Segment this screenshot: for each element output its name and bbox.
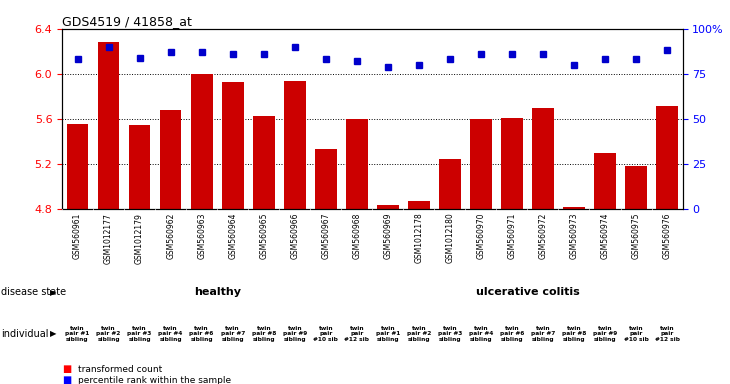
Text: ■: ■ — [62, 364, 72, 374]
Text: ulcerative colitis: ulcerative colitis — [475, 287, 580, 297]
Text: twin
pair #9
sibling: twin pair #9 sibling — [283, 326, 307, 342]
Text: twin
pair #6
sibling: twin pair #6 sibling — [500, 326, 524, 342]
Text: GSM1012178: GSM1012178 — [415, 213, 423, 263]
Text: twin
pair #3
sibling: twin pair #3 sibling — [128, 326, 152, 342]
Text: twin
pair #7
sibling: twin pair #7 sibling — [220, 326, 245, 342]
Text: ■: ■ — [62, 375, 72, 384]
Text: twin
pair #7
sibling: twin pair #7 sibling — [531, 326, 555, 342]
Text: twin
pair #2
sibling: twin pair #2 sibling — [96, 326, 120, 342]
Bar — [470, 119, 492, 209]
Text: twin
pair #8
sibling: twin pair #8 sibling — [252, 326, 276, 342]
Text: GSM560976: GSM560976 — [663, 213, 672, 259]
Text: GSM560962: GSM560962 — [166, 213, 175, 259]
Text: GSM560965: GSM560965 — [259, 213, 268, 259]
Bar — [377, 205, 399, 209]
Text: GSM560961: GSM560961 — [73, 213, 82, 259]
Text: GSM560964: GSM560964 — [228, 213, 237, 259]
Text: twin
pair #4
sibling: twin pair #4 sibling — [469, 326, 493, 342]
Text: GSM560972: GSM560972 — [539, 213, 548, 259]
Text: ▶: ▶ — [50, 288, 56, 297]
Bar — [222, 82, 244, 209]
Bar — [439, 159, 461, 209]
Bar — [98, 42, 120, 209]
Text: GSM560967: GSM560967 — [321, 213, 330, 259]
Text: twin
pair
#10 sib: twin pair #10 sib — [623, 326, 648, 342]
Bar — [656, 106, 678, 209]
Text: twin
pair #6
sibling: twin pair #6 sibling — [190, 326, 214, 342]
Text: percentile rank within the sample: percentile rank within the sample — [78, 376, 231, 384]
Bar — [66, 124, 88, 209]
Text: twin
pair
#10 sib: twin pair #10 sib — [313, 326, 338, 342]
Bar — [128, 125, 150, 209]
Text: twin
pair #4
sibling: twin pair #4 sibling — [158, 326, 182, 342]
Bar — [253, 116, 274, 209]
Text: GSM1012179: GSM1012179 — [135, 213, 144, 263]
Text: twin
pair #2
sibling: twin pair #2 sibling — [407, 326, 431, 342]
Bar — [532, 108, 554, 209]
Text: twin
pair #1
sibling: twin pair #1 sibling — [66, 326, 90, 342]
Text: healthy: healthy — [193, 287, 241, 297]
Bar — [160, 110, 182, 209]
Bar — [284, 81, 306, 209]
Text: GSM560963: GSM560963 — [197, 213, 206, 259]
Text: GSM560970: GSM560970 — [477, 213, 485, 259]
Text: transformed count: transformed count — [78, 365, 162, 374]
Text: GSM560971: GSM560971 — [507, 213, 516, 259]
Bar — [315, 149, 337, 209]
Bar — [563, 207, 585, 209]
Text: twin
pair
#12 sib: twin pair #12 sib — [655, 326, 680, 342]
Bar — [346, 119, 368, 209]
Text: GSM560973: GSM560973 — [569, 213, 578, 259]
Text: GSM1012177: GSM1012177 — [104, 213, 113, 263]
Bar — [594, 153, 616, 209]
Text: GSM560969: GSM560969 — [383, 213, 392, 259]
Text: disease state: disease state — [1, 287, 66, 297]
Text: twin
pair #8
sibling: twin pair #8 sibling — [562, 326, 586, 342]
Bar — [408, 201, 430, 209]
Text: GSM1012180: GSM1012180 — [445, 213, 454, 263]
Bar — [191, 74, 212, 209]
Text: GSM560975: GSM560975 — [631, 213, 640, 259]
Text: twin
pair #3
sibling: twin pair #3 sibling — [438, 326, 462, 342]
Text: twin
pair #1
sibling: twin pair #1 sibling — [376, 326, 400, 342]
Text: GSM560968: GSM560968 — [353, 213, 361, 259]
Bar — [625, 166, 647, 209]
Text: twin
pair
#12 sib: twin pair #12 sib — [345, 326, 369, 342]
Text: individual: individual — [1, 329, 48, 339]
Text: GDS4519 / 41858_at: GDS4519 / 41858_at — [62, 15, 192, 28]
Text: GSM560974: GSM560974 — [601, 213, 610, 259]
Bar — [501, 118, 523, 209]
Text: twin
pair #9
sibling: twin pair #9 sibling — [593, 326, 617, 342]
Text: GSM560966: GSM560966 — [291, 213, 299, 259]
Text: ▶: ▶ — [50, 329, 56, 338]
